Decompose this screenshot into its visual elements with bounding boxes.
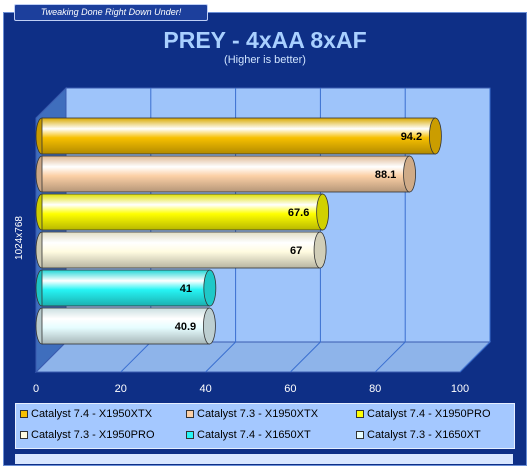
legend-label: Catalyst 7.3 - X1950PRO [31, 429, 155, 441]
legend-item: Catalyst 7.3 - X1950XTX [186, 408, 318, 420]
legend-label: Catalyst 7.4 - X1950XTX [31, 408, 153, 420]
floor-gridline [205, 341, 236, 373]
legend-item: Catalyst 7.4 - X1650XT [186, 429, 311, 441]
y-axis-label: 1024x768 [14, 216, 25, 260]
legend-label: Catalyst 7.4 - X1950PRO [367, 408, 491, 420]
legend: Catalyst 7.4 - X1950XTX Catalyst 7.3 - X1… [15, 403, 515, 449]
legend-item: Catalyst 7.4 - X1950XTX [20, 408, 152, 420]
bottom-strip [15, 454, 513, 464]
x-tick-label: 0 [33, 383, 39, 395]
bar-value-label: 41 [180, 283, 192, 295]
x-tick-label: 40 [199, 383, 211, 395]
legend-label: Catalyst 7.4 - X1650XT [197, 429, 311, 441]
legend-swatch [356, 410, 364, 418]
bar: 67 [35, 231, 327, 269]
legend-swatch [186, 410, 194, 418]
legend-item: Catalyst 7.3 - X1650XT [356, 429, 481, 441]
legend-label: Catalyst 7.3 - X1950XTX [197, 408, 319, 420]
legend-swatch [186, 431, 194, 439]
floor-gridline [290, 341, 321, 373]
chart-title: PREY - 4xAA 8xAF [163, 27, 367, 53]
bar: 41 [35, 269, 217, 307]
legend-swatch [20, 410, 28, 418]
bar-body [41, 307, 210, 345]
floor-gridline [120, 341, 152, 373]
bar-value-label: 67 [290, 245, 302, 257]
chart-subtitle: (Higher is better) [224, 54, 306, 66]
bar-body [41, 231, 321, 269]
bar: 67.6 [35, 193, 330, 231]
floor-gridline [459, 341, 491, 373]
bar-end-cap [403, 155, 416, 193]
legend-swatch [356, 431, 364, 439]
x-tick-label: 80 [369, 383, 381, 395]
x-tick-label: 20 [115, 383, 127, 395]
bar-end-cap [313, 231, 327, 269]
bar-value-label: 67.6 [288, 207, 309, 219]
bar: 88.1 [35, 155, 416, 193]
bar-end-cap [429, 117, 442, 155]
site-tagline: Tweaking Done Right Down Under! [14, 4, 208, 21]
x-tick-label: 100 [451, 383, 469, 395]
bar-value-label: 88.1 [375, 169, 396, 181]
bar-end-cap [203, 269, 217, 307]
plot-floor [34, 341, 492, 373]
bar-body [41, 155, 410, 193]
bar: 40.9 [35, 307, 216, 345]
x-tick-label: 60 [284, 383, 296, 395]
bar-value-label: 94.2 [401, 131, 422, 143]
legend-swatch [20, 431, 28, 439]
bar-end-cap [316, 193, 330, 231]
bar-end-cap [203, 307, 216, 345]
floor-gridline [374, 341, 406, 373]
bar-body [41, 193, 324, 231]
bar-value-label: 40.9 [175, 321, 196, 333]
bar-body [41, 269, 211, 307]
legend-item: Catalyst 7.4 - X1950PRO [356, 408, 491, 420]
legend-item: Catalyst 7.3 - X1950PRO [20, 429, 155, 441]
bar-body [41, 117, 436, 155]
legend-label: Catalyst 7.3 - X1650XT [367, 429, 481, 441]
bar: 94.2 [35, 117, 442, 155]
